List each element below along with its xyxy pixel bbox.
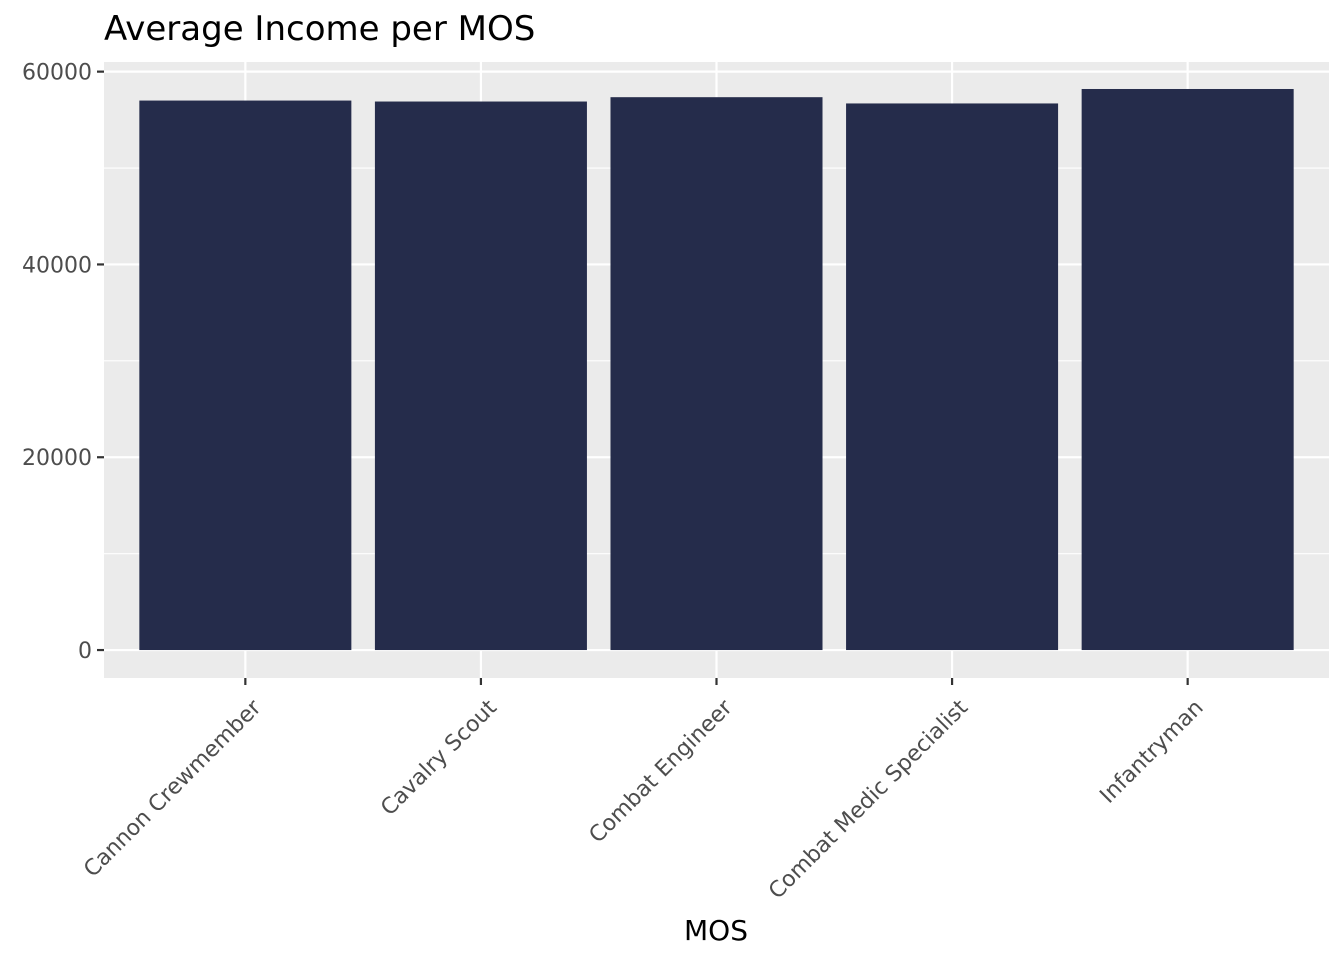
bar — [846, 103, 1059, 651]
bar — [139, 100, 352, 651]
x-axis-title: MOS — [684, 914, 748, 947]
x-tick-label: Combat Medic Specialist — [764, 695, 973, 904]
y-axis: 0 20000 40000 60000 — [22, 61, 104, 664]
bar — [1081, 88, 1294, 651]
bars — [139, 88, 1294, 651]
y-tick-label: 20000 — [22, 446, 92, 471]
x-tick-label: Combat Engineer — [585, 695, 739, 849]
x-tick-label: Infantryman — [1095, 695, 1208, 808]
bar — [374, 101, 587, 651]
x-axis: Cannon Crewmember Cavalry Scout Combat Eng… — [79, 678, 1209, 904]
y-tick-label: 0 — [78, 639, 92, 664]
x-tick-label: Cannon Crewmember — [79, 695, 267, 883]
bar — [610, 97, 823, 651]
y-tick-label: 40000 — [22, 253, 92, 278]
chart-title: Average Income per MOS — [104, 9, 535, 49]
y-tick-label: 60000 — [22, 61, 92, 86]
x-tick-label: Cavalry Scout — [376, 695, 502, 821]
